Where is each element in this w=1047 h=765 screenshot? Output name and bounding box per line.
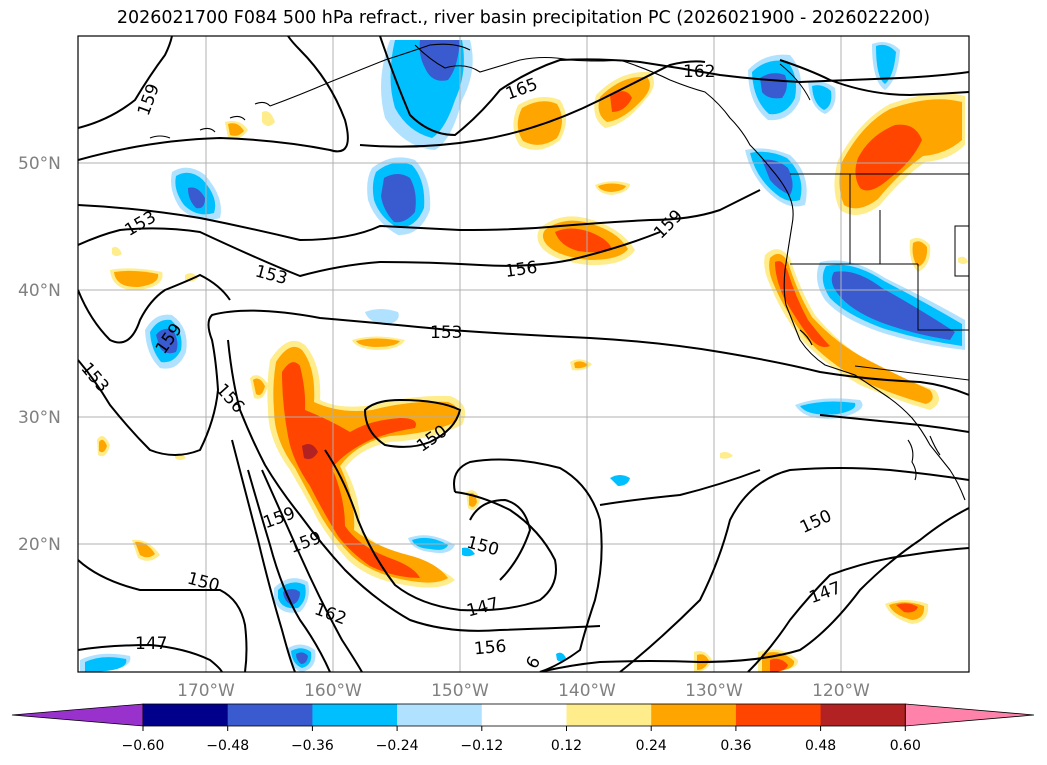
lat-label: 40°N (18, 281, 61, 301)
lon-label: 170°W (177, 681, 235, 701)
longitude-labels: 170°W 160°W 150°W 140°W 130°W 120°W (177, 681, 870, 701)
colorbar-tick-label: 0.24 (636, 738, 667, 754)
coastlines (149, 43, 966, 501)
contour-label: 156 (473, 637, 507, 660)
blue-blob-north (381, 40, 473, 150)
orange-blob-gulf (513, 71, 654, 195)
colorbar-extend-low (11, 703, 144, 727)
contour-label: 153 (430, 323, 462, 343)
lon-label: 130°W (685, 681, 743, 701)
lat-lon-grid (78, 36, 969, 672)
lat-label: 30°N (18, 408, 61, 428)
colorbar-segment (735, 704, 822, 726)
contour-label: 147 (135, 634, 167, 654)
orange-band-tropical (267, 340, 466, 588)
colorbar-frame (142, 703, 906, 727)
colorbar-tick-label: 0.60 (890, 738, 921, 754)
contour-label: 156 (504, 258, 539, 282)
blue-blob-west (171, 167, 221, 221)
lon-label: 140°W (558, 681, 616, 701)
colorbar-tick-label: 0.36 (720, 738, 751, 754)
lon-label: 120°W (812, 681, 870, 701)
colorbar-tick-label: −0.48 (206, 738, 249, 754)
colorbar-segment (820, 704, 906, 726)
colorbar-tick-label: 0.48 (805, 738, 836, 754)
colorbar-tick-label: −0.24 (376, 738, 419, 754)
contour-lines (78, 36, 969, 672)
colorbar-segment (566, 704, 652, 726)
latitude-labels: 50°N 40°N 30°N 20°N (18, 154, 61, 555)
lat-label: 20°N (18, 535, 61, 555)
contour-label: 162 (683, 62, 715, 82)
map-title: 2026021700 F084 500 hPa refract., river … (116, 8, 931, 28)
colorbar-segment (143, 704, 229, 726)
lat-label: 50°N (18, 154, 61, 174)
blue-blob-central (367, 157, 431, 236)
blue-blob-west2 (145, 314, 187, 369)
colorbar: −0.60 −0.48 −0.36 −0.24 −0.12 0.12 0.24 0.36 0.4… (11, 703, 1035, 754)
colorbar-extend-high (904, 703, 1035, 727)
orange-blob-west (97, 111, 275, 561)
colorbar-segment (397, 704, 483, 726)
colorbar-tick-label: −0.60 (122, 738, 165, 754)
colorbar-segment (312, 704, 398, 726)
colorbar-tick-label: −0.12 (460, 738, 503, 754)
political-borders (779, 63, 969, 381)
plot-area: 159 165 162 153 153 156 159 159 153 153 … (78, 36, 969, 672)
colorbar-segment (651, 704, 737, 726)
lon-label: 160°W (304, 681, 362, 701)
blue-blob-california (816, 260, 965, 350)
colorbar-segment (481, 704, 567, 726)
colorbar-tick-label: −0.36 (291, 738, 334, 754)
lon-label: 150°W (431, 681, 489, 701)
plot-frame (77, 35, 970, 673)
colorbar-segment (227, 704, 313, 726)
orange-dots-scattered (352, 336, 929, 672)
colorbar-tick-label: 0.12 (551, 738, 582, 754)
